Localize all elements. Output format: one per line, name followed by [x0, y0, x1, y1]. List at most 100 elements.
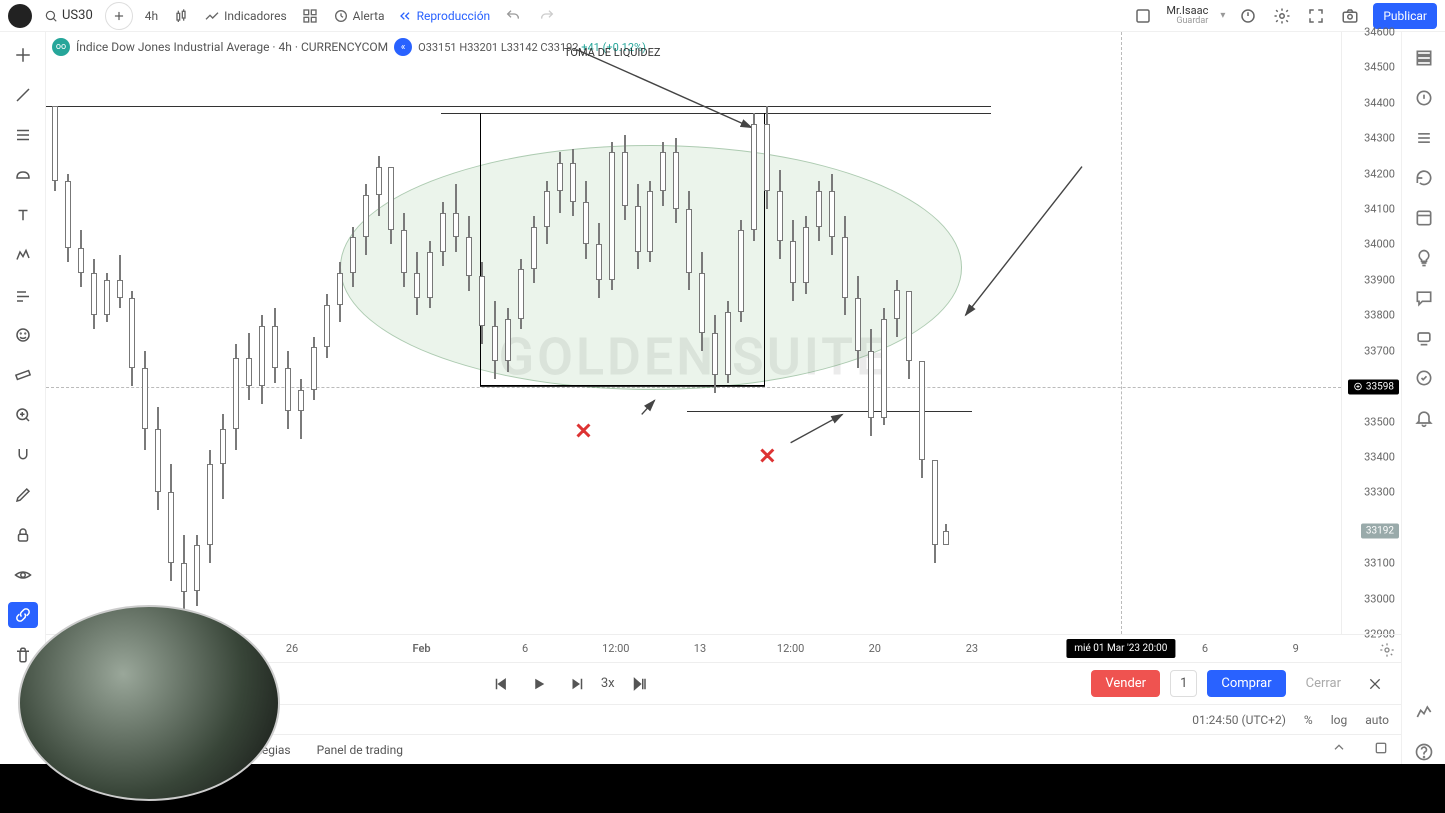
price-axis[interactable]: 3290033000331003320033300334003350033600…: [1341, 32, 1401, 634]
watchlist-icon[interactable]: [1412, 46, 1436, 70]
yaxis-label: 33400: [1364, 450, 1395, 463]
go-to-realtime-button[interactable]: [625, 670, 653, 698]
play-button[interactable]: [525, 670, 553, 698]
yaxis-label: 34400: [1364, 96, 1395, 109]
link-tool[interactable]: [8, 602, 38, 628]
maximize-panel-icon[interactable]: [1373, 740, 1389, 759]
clock-label[interactable]: 01:24:50 (UTC+2): [1192, 713, 1286, 727]
log-toggle[interactable]: log: [1331, 713, 1348, 727]
fullscreen-icon[interactable]: [1305, 5, 1327, 27]
yaxis-label: 34000: [1364, 238, 1395, 251]
pct-toggle[interactable]: %: [1304, 713, 1313, 727]
go-to-start-button[interactable]: [487, 670, 515, 698]
ohlc-high: H33201: [459, 41, 498, 54]
ohlc-open: O33151: [418, 41, 456, 54]
orders-icon[interactable]: [1412, 366, 1436, 390]
text-tool[interactable]: [8, 202, 38, 228]
chart-legend: oo Índice Dow Jones Industrial Average ·…: [52, 38, 646, 56]
hotlist-icon[interactable]: [1412, 126, 1436, 150]
xaxis-label: Feb: [413, 642, 431, 655]
user-menu[interactable]: Mr.Isaac Guardar: [1166, 5, 1208, 27]
pencil-tool[interactable]: [8, 482, 38, 508]
yaxis-label: 34500: [1364, 61, 1395, 74]
yaxis-label: 34600: [1364, 26, 1395, 39]
presenter-webcam: [18, 605, 280, 801]
undo-icon[interactable]: [502, 5, 524, 27]
ohlc-low: L33142: [501, 41, 538, 54]
liquidity-label: TOMA DE LIQUIDEZ: [564, 46, 660, 59]
tab-trading-panel[interactable]: Panel de trading: [317, 743, 403, 757]
close-button[interactable]: Cerrar: [1296, 670, 1351, 697]
xaxis-label: 26: [286, 642, 298, 655]
right-sidebar: [1401, 32, 1445, 764]
quick-search-icon[interactable]: [1237, 5, 1259, 27]
buy-button[interactable]: Comprar: [1207, 670, 1285, 697]
refresh-icon[interactable]: [1412, 166, 1436, 190]
topbar: US30 4h Indicadores Alerta Reproducción …: [0, 0, 1445, 32]
rewind-icon[interactable]: «: [394, 38, 412, 56]
yaxis-label: 33500: [1364, 415, 1395, 428]
forecast-tool[interactable]: [8, 282, 38, 308]
yaxis-label: 33800: [1364, 309, 1395, 322]
xaxis-label: 23: [966, 642, 978, 655]
snapshot-icon[interactable]: [1339, 5, 1361, 27]
help-icon[interactable]: [1412, 740, 1436, 764]
symbol-search[interactable]: US30: [44, 8, 93, 23]
sell-button[interactable]: Vender: [1091, 670, 1160, 697]
profile-avatar[interactable]: [8, 4, 32, 28]
layouts-icon[interactable]: [299, 5, 321, 27]
zoom-tool[interactable]: [8, 402, 38, 428]
user-sub-label: Guardar: [1166, 17, 1208, 27]
trendline-tool[interactable]: [8, 82, 38, 108]
yaxis-label: 34200: [1364, 167, 1395, 180]
alert-label: Alerta: [353, 9, 385, 23]
xaxis-label: 12:00: [602, 642, 629, 655]
magnet-tool[interactable]: [8, 442, 38, 468]
shapes-tool[interactable]: [8, 162, 38, 188]
redo-icon[interactable]: [536, 5, 558, 27]
xaxis-label: 9: [1293, 642, 1299, 655]
ruler-tool[interactable]: [8, 362, 38, 388]
x-mark-icon: ✕: [574, 420, 592, 445]
volume-icon[interactable]: [1412, 700, 1436, 724]
emoji-tool[interactable]: [8, 322, 38, 348]
lock-tool[interactable]: [8, 522, 38, 548]
pattern-tool[interactable]: [8, 242, 38, 268]
notifications-icon[interactable]: [1412, 406, 1436, 430]
calendar-right-icon[interactable]: [1412, 206, 1436, 230]
yaxis-label: 33900: [1364, 273, 1395, 286]
streams-icon[interactable]: [1412, 326, 1436, 350]
eye-tool[interactable]: [8, 562, 38, 588]
axis-settings-icon[interactable]: [1379, 642, 1397, 660]
yaxis-label: 34300: [1364, 132, 1395, 145]
indicators-button[interactable]: Indicadores: [204, 8, 287, 24]
xaxis-label: 6: [522, 642, 528, 655]
close-replay-button[interactable]: [1361, 670, 1389, 698]
chat-icon[interactable]: [1412, 286, 1436, 310]
replay-speed[interactable]: 3x: [601, 676, 615, 691]
step-forward-button[interactable]: [563, 670, 591, 698]
settings-icon[interactable]: [1271, 5, 1293, 27]
quantity-field[interactable]: 1: [1170, 670, 1197, 697]
add-symbol-button[interactable]: [105, 2, 133, 30]
symbol-text: US30: [62, 8, 93, 23]
fib-tool[interactable]: [8, 122, 38, 148]
price-chart[interactable]: oo Índice Dow Jones Industrial Average ·…: [46, 32, 1341, 634]
ideas-icon[interactable]: [1412, 246, 1436, 270]
username-label: Mr.Isaac: [1166, 5, 1208, 17]
auto-toggle[interactable]: auto: [1365, 713, 1389, 727]
collapse-up-icon[interactable]: [1331, 740, 1347, 759]
cursor-tool[interactable]: [8, 42, 38, 68]
interval-selector[interactable]: 4h: [145, 9, 158, 23]
x-mark-icon: ✕: [758, 444, 776, 469]
candle-style-icon[interactable]: [170, 5, 192, 27]
alert-button[interactable]: Alerta: [333, 8, 385, 24]
xaxis-label: 13: [694, 642, 706, 655]
replay-button[interactable]: Reproducción: [397, 8, 491, 24]
last-price-box: 33192: [1361, 523, 1399, 538]
checkbox-icon[interactable]: [1132, 5, 1154, 27]
indicators-label: Indicadores: [224, 9, 287, 23]
yaxis-label: 33300: [1364, 486, 1395, 499]
alerts-icon[interactable]: [1412, 86, 1436, 110]
xaxis-label: 6: [1202, 642, 1208, 655]
